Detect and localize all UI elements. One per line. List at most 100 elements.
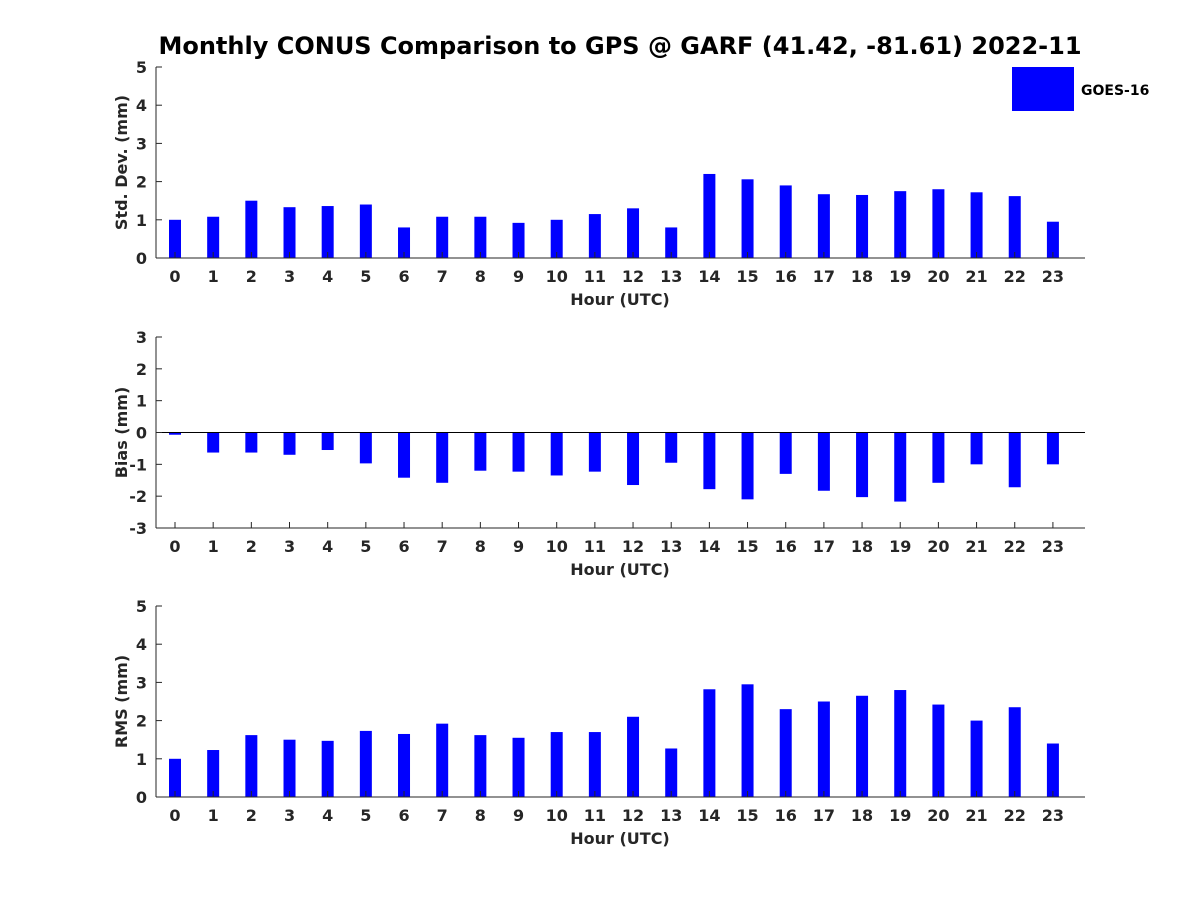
bar-2 <box>245 735 258 797</box>
bar-19 <box>894 191 907 258</box>
bar-22 <box>1008 432 1021 488</box>
chart-title: Monthly CONUS Comparison to GPS @ GARF (… <box>158 32 1081 60</box>
bar-18 <box>856 695 869 797</box>
x-tick-label: 23 <box>1042 267 1064 286</box>
x-tick-label: 2 <box>246 537 257 556</box>
x-tick-label: 13 <box>660 537 682 556</box>
x-tick-label: 14 <box>698 267 720 286</box>
x-tick-label: 16 <box>775 267 797 286</box>
bar-0 <box>169 219 181 258</box>
x-tick-label: 23 <box>1042 806 1064 825</box>
bar-21 <box>970 192 983 258</box>
x-tick-label: 7 <box>437 267 448 286</box>
x-tick-label: 3 <box>284 537 295 556</box>
x-tick-label: 9 <box>513 806 524 825</box>
y-tick-label: 1 <box>136 392 147 411</box>
x-tick-label: 19 <box>889 806 911 825</box>
x-tick-label: 11 <box>584 267 606 286</box>
bar-11 <box>588 214 601 258</box>
y-tick-label: 3 <box>136 673 147 692</box>
bar-1 <box>207 216 220 258</box>
x-tick-label: 9 <box>513 267 524 286</box>
bar-6 <box>398 733 411 797</box>
legend-label: GOES-16 <box>1081 83 1149 99</box>
bar-4 <box>321 740 334 797</box>
bar-2 <box>245 432 258 453</box>
bar-14 <box>703 432 716 490</box>
y-axis-label: Std. Dev. (mm) <box>112 95 131 230</box>
bar-21 <box>970 432 983 465</box>
x-tick-label: 3 <box>284 267 295 286</box>
y-tick-label: -3 <box>129 519 147 538</box>
bar-20 <box>932 189 945 258</box>
bar-23 <box>1046 432 1059 465</box>
bar-16 <box>779 709 792 797</box>
y-tick-label: 0 <box>136 424 147 443</box>
bar-21 <box>970 720 983 797</box>
y-tick-label: 5 <box>136 597 147 616</box>
bar-3 <box>283 739 296 797</box>
x-tick-label: 10 <box>546 267 568 286</box>
x-tick-label: 20 <box>927 267 949 286</box>
bar-11 <box>588 732 601 797</box>
bar-13 <box>665 227 678 258</box>
bar-8 <box>474 216 487 258</box>
x-tick-label: 5 <box>360 267 371 286</box>
y-tick-label: 4 <box>136 96 147 115</box>
y-tick-label: -2 <box>129 487 147 506</box>
x-tick-label: 15 <box>736 806 758 825</box>
bar-9 <box>512 222 525 258</box>
x-tick-label: 4 <box>322 806 333 825</box>
x-tick-label: 16 <box>775 537 797 556</box>
y-tick-label: 4 <box>136 635 147 654</box>
legend-swatch <box>1012 67 1074 111</box>
x-tick-label: 21 <box>965 806 987 825</box>
bar-9 <box>512 737 525 797</box>
x-tick-label: 0 <box>169 267 180 286</box>
bar-17 <box>817 432 830 491</box>
x-tick-label: 22 <box>1004 267 1026 286</box>
bar-16 <box>779 185 792 258</box>
x-tick-label: 22 <box>1004 806 1026 825</box>
bar-7 <box>436 432 449 483</box>
legend: GOES-16 <box>1012 67 1149 111</box>
x-tick-label: 14 <box>698 806 720 825</box>
x-tick-label: 13 <box>660 806 682 825</box>
x-tick-label: 15 <box>736 537 758 556</box>
bar-1 <box>207 432 220 453</box>
x-tick-label: 12 <box>622 537 644 556</box>
bar-11 <box>588 432 601 472</box>
bar-15 <box>741 684 754 797</box>
bar-15 <box>741 179 754 258</box>
x-tick-label: 13 <box>660 267 682 286</box>
bar-16 <box>779 432 792 474</box>
x-tick-label: 0 <box>169 537 180 556</box>
y-tick-label: 1 <box>136 211 147 230</box>
bar-18 <box>856 432 869 498</box>
bar-1 <box>207 750 220 797</box>
bar-5 <box>359 730 372 797</box>
x-tick-label: 11 <box>584 806 606 825</box>
bar-3 <box>283 207 296 258</box>
x-tick-label: 3 <box>284 806 295 825</box>
x-tick-label: 8 <box>475 267 486 286</box>
x-tick-label: 12 <box>622 806 644 825</box>
x-tick-label: 2 <box>246 267 257 286</box>
y-tick-label: 2 <box>136 360 147 379</box>
x-axis-label: Hour (UTC) <box>570 560 670 579</box>
y-tick-label: -1 <box>129 455 147 474</box>
y-tick-label: 0 <box>136 249 147 268</box>
x-axis-label: Hour (UTC) <box>570 829 670 848</box>
bar-22 <box>1008 196 1021 258</box>
bar-9 <box>512 432 525 472</box>
bar-22 <box>1008 707 1021 797</box>
x-tick-label: 9 <box>513 537 524 556</box>
x-tick-label: 5 <box>360 537 371 556</box>
x-tick-label: 21 <box>965 537 987 556</box>
y-tick-label: 0 <box>136 788 147 807</box>
bar-17 <box>817 194 830 258</box>
x-tick-label: 11 <box>584 537 606 556</box>
